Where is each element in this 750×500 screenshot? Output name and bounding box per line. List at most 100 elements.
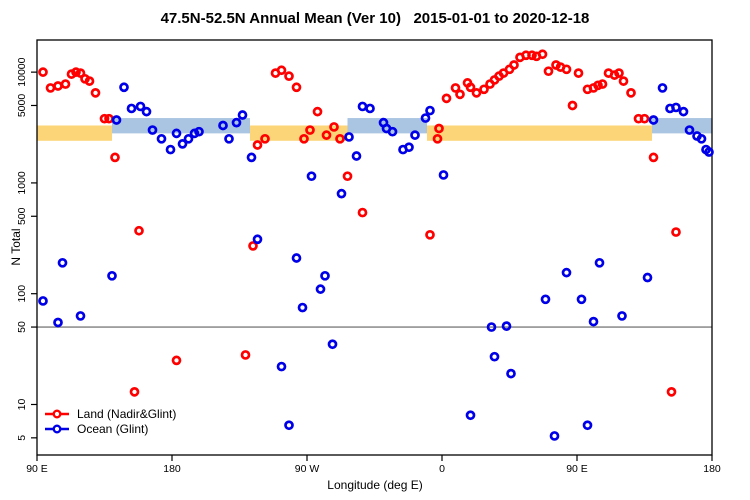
data-point: [299, 133, 309, 144]
data-point: [246, 152, 257, 163]
data-point: [329, 122, 339, 132]
data-point: [441, 93, 452, 104]
legend-label-ocean: Ocean (Glint): [77, 422, 149, 436]
data-point: [450, 83, 461, 93]
data-point: [642, 272, 653, 283]
data-point: [45, 83, 56, 93]
data-point: [617, 311, 627, 321]
data-point: [420, 113, 431, 123]
data-point: [315, 284, 326, 294]
y-tick-label: 5000: [16, 94, 28, 118]
data-point: [110, 152, 120, 163]
data-point: [486, 322, 497, 332]
data-point: [306, 171, 317, 182]
data-point: [434, 123, 444, 134]
data-point: [506, 368, 516, 379]
data-point: [671, 227, 681, 237]
data-point: [465, 410, 476, 421]
data-point: [357, 207, 368, 218]
data-point: [639, 113, 650, 124]
data-point: [38, 296, 48, 306]
data-point: [465, 82, 476, 93]
data-point: [107, 270, 117, 281]
data-point: [471, 88, 482, 98]
data-point: [141, 106, 152, 117]
data-point: [53, 81, 63, 91]
series-land: [38, 49, 681, 397]
data-point: [438, 170, 449, 180]
data-point: [276, 361, 287, 372]
data-point: [320, 270, 330, 281]
data-point: [543, 66, 554, 77]
y-tick-label: 1000: [16, 171, 28, 195]
data-point: [194, 126, 204, 137]
land-mean-band: [37, 125, 112, 141]
data-point: [165, 144, 176, 155]
data-point: [305, 125, 315, 135]
data-point: [573, 68, 584, 78]
data-point: [252, 234, 263, 245]
data-point: [71, 67, 81, 77]
data-point: [126, 103, 137, 114]
data-point: [597, 79, 608, 89]
data-point: [335, 133, 345, 144]
plot-box: [36, 39, 713, 456]
data-point: [129, 387, 140, 397]
data-point: [75, 68, 86, 78]
data-point: [90, 88, 101, 98]
data-point: [567, 100, 578, 111]
series-ocean: [38, 82, 714, 441]
chart-title: 47.5N-52.5N Annual Mean (Ver 10) 2015-01…: [160, 10, 590, 27]
y-tick-label: 500: [16, 207, 28, 225]
data-point: [321, 130, 332, 140]
data-point: [365, 103, 375, 114]
data-point: [135, 101, 146, 112]
data-point: [111, 115, 122, 125]
data-point: [666, 387, 677, 397]
legend: Land (Nadir&Glint) Ocean (Glint): [44, 407, 176, 436]
data-point: [57, 257, 68, 268]
ocean-marker-icon: [45, 424, 69, 434]
data-point: [291, 253, 302, 263]
data-point: [657, 83, 668, 93]
data-point: [410, 130, 420, 140]
data-point: [489, 351, 500, 362]
data-point: [425, 105, 435, 116]
data-point: [284, 420, 294, 431]
data-point: [218, 120, 228, 131]
data-point: [327, 339, 338, 350]
land-mean-band: [250, 125, 348, 141]
y-tick-label: 10: [16, 398, 28, 410]
land-marker-icon: [45, 409, 69, 419]
data-point: [147, 125, 158, 135]
data-point: [53, 317, 63, 328]
y-tick-label: 10000: [16, 57, 28, 86]
y-tick-label: 50: [16, 321, 28, 333]
data-point: [582, 420, 593, 431]
data-point: [509, 60, 519, 70]
data-point: [183, 133, 194, 144]
x-tick-label: 180: [163, 463, 181, 475]
data-point: [284, 71, 294, 81]
data-point: [678, 106, 689, 117]
legend-label-land: Land (Nadir&Glint): [77, 407, 177, 421]
data-point: [252, 140, 263, 150]
data-point: [171, 355, 182, 366]
data-point: [237, 110, 248, 120]
data-point: [561, 267, 572, 278]
data-point: [171, 128, 182, 139]
data-point: [231, 117, 242, 128]
data-point: [291, 82, 302, 93]
data-point: [648, 115, 659, 125]
land-mean-band: [427, 125, 652, 141]
x-tick-label: 90 W: [295, 463, 320, 475]
data-point: [156, 133, 167, 144]
data-point: [432, 133, 443, 144]
data-point: [224, 133, 234, 144]
data-point: [134, 225, 144, 236]
data-point: [312, 106, 323, 117]
legend-item-land: Land (Nadir&Glint): [44, 407, 176, 421]
data-point: [549, 431, 560, 441]
legend-item-ocean: Ocean (Glint): [44, 422, 176, 436]
y-tick-label: 5: [16, 435, 28, 441]
